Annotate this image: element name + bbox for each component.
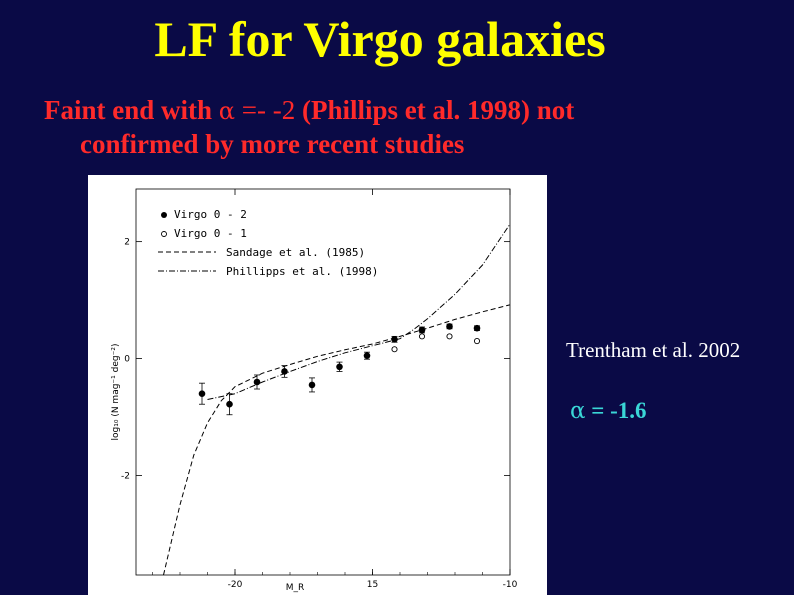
data-point-virgo-0-2 [446, 323, 453, 330]
data-point-virgo-0-2 [336, 363, 343, 371]
x-tick-label: 15 [367, 580, 378, 590]
subtitle-line2: confirmed by more recent studies [80, 129, 465, 159]
plot-frame [135, 188, 511, 576]
data-point-virgo-0-2 [391, 336, 398, 343]
data-point-virgo-0-2 [226, 400, 233, 408]
alpha-symbol: α [218, 97, 235, 125]
data-point-virgo-0-2 [418, 326, 426, 334]
alpha-note: α = -1.6 [570, 398, 647, 424]
subtitle-line1-post: (Phillips et al. 1998) not [295, 95, 575, 125]
x-axis-label: M_R [286, 583, 305, 593]
sandage-curve [163, 304, 511, 576]
data-point-virgo-0-2 [253, 378, 261, 386]
alpha-note-value: = -1.6 [585, 398, 647, 423]
legend-label: Phillipps et al. (1998) [226, 265, 378, 278]
data-point-virgo-0-2 [473, 324, 481, 332]
slide-title: LF for Virgo galaxies [154, 11, 606, 67]
legend-label: Virgo 0 - 1 [174, 227, 247, 240]
legend-label: Sandage et al. (1985) [226, 246, 365, 259]
luminosity-function-plot: -20 15 -10 2 0 -2 M_R log₁₀ (N mag⁻¹ deg⁻²) Virg… [88, 175, 547, 595]
subtitle-alpha-value: =- -2 [235, 95, 296, 125]
data-point-virgo-0-1 [391, 346, 398, 353]
phillipps-curve [207, 223, 511, 400]
y-tick-label: 2 [124, 238, 130, 248]
legend-marker-open [161, 231, 167, 237]
data-point-virgo-0-2 [198, 390, 206, 397]
data-point-virgo-0-1 [418, 333, 426, 340]
x-tick-label: -20 [228, 580, 243, 590]
data-point-virgo-0-1 [446, 333, 453, 340]
data-point-virgo-0-2 [308, 381, 316, 389]
data-point-virgo-0-2 [281, 368, 288, 375]
citation: Trentham et al. 2002 [566, 338, 741, 362]
legend-marker-filled [161, 212, 167, 218]
y-tick-label: -2 [121, 472, 130, 482]
y-axis-label: log₁₀ (N mag⁻¹ deg⁻²) [111, 344, 121, 441]
legend-label: Virgo 0 - 2 [174, 208, 247, 221]
subtitle-line1-pre: Faint end with [44, 95, 219, 125]
data-point-virgo-0-1 [473, 338, 481, 345]
alpha-note-symbol: α [570, 398, 586, 424]
data-point-virgo-0-2 [363, 352, 371, 359]
chart-svg: -20 15 -10 2 0 -2 M_R log₁₀ (N mag⁻¹ deg⁻²) Virg… [111, 188, 518, 593]
x-tick-label: -10 [503, 580, 518, 590]
y-tick-label: 0 [124, 355, 130, 365]
slide-subtitle: Faint end with α =- -2 (Phillips et al. … [44, 94, 704, 161]
